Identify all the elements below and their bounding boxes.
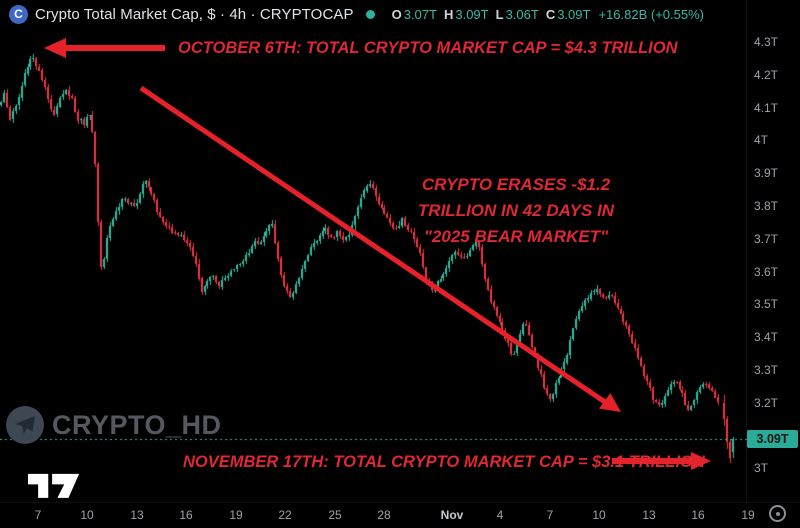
time-scale-separator [0,502,800,503]
price-tick-label: 3.2T [754,395,779,410]
symbol-title[interactable]: Crypto Total Market Cap, $ · 4h · CRYPTO… [35,5,354,23]
price-scale-separator [746,0,747,502]
tradingview-logo[interactable] [28,467,82,498]
annotation-decline-line1: CRYPTO ERASES -$1.2 [421,175,611,194]
time-tick-label: 7 [34,508,42,522]
price-tick-label: 4T [754,133,769,148]
price-tick-label: 3.9T [754,166,779,181]
time-tick-label: 25 [328,508,342,522]
annotation-november-low: NOVEMBER 17TH: TOTAL CRYPTO MARKET CAP =… [183,453,705,471]
time-tick-label: 16 [691,508,705,522]
price-tick-label: 3T [754,461,769,476]
price-tick-label: 3.7T [754,231,779,246]
time-tick-label: 13 [642,508,656,522]
close-value: 3.09T [557,6,591,22]
price-tick-label: 3.5T [754,297,779,312]
annotation-decline-line2: TRILLION IN 42 DAYS IN [417,201,615,220]
time-tick-label: 10 [592,508,606,522]
chart-legend: C Crypto Total Market Cap, $ · 4h · CRYP… [0,0,800,28]
open-label: O [391,6,402,22]
channel-watermark: CRYPTO_HD [6,406,222,444]
price-tick-label: 3.6T [754,264,779,279]
open-value: 3.07T [403,6,437,22]
time-tick-label: Nov [440,508,464,522]
close-label: C [545,6,556,22]
time-tick-label: 22 [278,508,292,522]
annotation-decline: CRYPTO ERASES -$1.2 TRILLION IN 42 DAYS … [418,172,614,250]
ohlc-values: O 3.07T H 3.09T L 3.06T C 3.09T +16.82B … [385,7,704,22]
annotation-october-peak: OCTOBER 6TH: TOTAL CRYPTO MARKET CAP = $… [178,39,678,57]
symbol-avatar-icon: C [9,4,28,24]
time-tick-label: 7 [546,508,554,522]
timezone-clock-icon[interactable] [769,505,786,522]
time-tick-label: 4 [496,508,504,522]
market-status-icon[interactable] [365,9,375,19]
time-scale[interactable]: 7 10 13 16 19 22 25 28 Nov 4 7 10 13 16 19 [0,503,800,528]
price-tick-label: 3.4T [754,330,779,345]
high-value: 3.09T [455,6,489,22]
time-tick-label: 19 [741,508,755,522]
price-tick-label: 4.2T [754,67,779,82]
low-value: 3.06T [505,6,539,22]
last-price-badge: 3.09T [747,429,798,448]
time-tick-label: 28 [377,508,391,522]
price-scale[interactable]: 3.09T 4.3T 4.2T 4.1T 4T 3.9T 3.8T 3.7T 3.6T 3.5T… [746,0,800,502]
price-tick-label: 3.3T [754,362,779,377]
watermark-name: CRYPTO_HD [52,409,222,440]
time-tick-label: 10 [80,508,94,522]
time-tick-label: 13 [130,508,144,522]
price-tick-label: 4.3T [754,34,779,49]
price-tick-label: 4.1T [754,100,779,115]
annotation-decline-line3: "2025 BEAR MARKET" [423,227,609,246]
telegram-icon [6,406,44,444]
high-label: H [443,6,454,22]
time-tick-label: 16 [179,508,193,522]
low-label: L [495,6,504,22]
price-tick-label: 3.8T [754,198,779,213]
change-value: +16.82B (+0.55%) [598,6,704,22]
time-tick-label: 19 [229,508,243,522]
